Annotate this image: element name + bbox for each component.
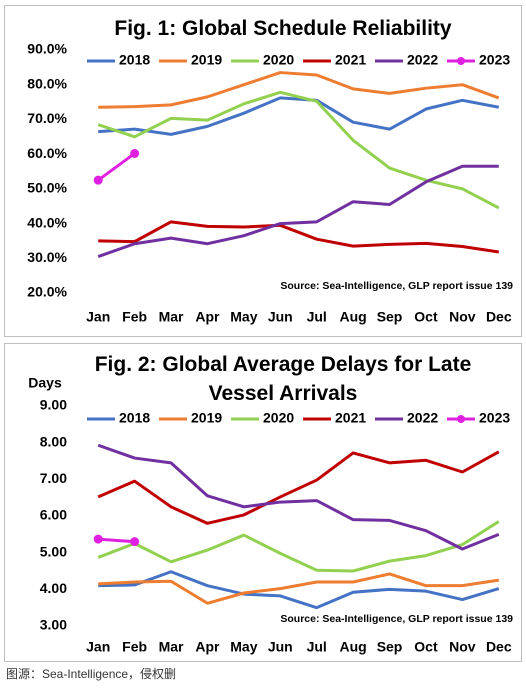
y-tick-label: 4.00 <box>40 580 67 596</box>
legend-label: 2020 <box>263 410 294 426</box>
legend-label: 2021 <box>335 52 366 68</box>
x-tick-label: Jun <box>268 639 293 655</box>
chart-panel: 3.00 4.00 5.00 6.00 7.00 8.00 9.00 Days Jan Feb Ma… <box>4 343 522 662</box>
y-tick-label: 7.00 <box>40 470 67 486</box>
annotation: Source: Sea-Intelligence, GLP report iss… <box>280 613 513 625</box>
y-tick-label: 80.0% <box>27 75 67 91</box>
x-tick-label: Jul <box>307 639 327 655</box>
series-marker <box>93 534 103 544</box>
x-tick-label: Oct <box>414 309 438 325</box>
x-tick-label: Oct <box>414 639 438 655</box>
series-line <box>98 71 500 109</box>
legend-marker <box>457 57 465 65</box>
x-tick-label: Feb <box>122 639 147 655</box>
x-tick-label: Aug <box>340 639 367 655</box>
legend-label: 2023 <box>479 410 510 426</box>
x-tick-label: Jul <box>307 309 327 325</box>
series-line <box>97 443 500 551</box>
chart: 3.00 4.00 5.00 6.00 7.00 8.00 9.00 Days Jan Feb Ma… <box>28 375 513 655</box>
x-tick-label: Aug <box>340 309 367 325</box>
series-line <box>97 164 499 258</box>
y-axis-label: Days <box>28 375 62 391</box>
y-tick-label: 30.0% <box>27 249 67 265</box>
x-tick-label: Apr <box>195 309 220 325</box>
y-tick-label: 6.00 <box>40 507 67 523</box>
series-marker <box>93 175 103 185</box>
chart-panel: 20.0% 30.0% 40.0% 50.0% 60.0% 70.0% 80.0% 90.0%… <box>4 5 522 337</box>
x-tick-label: May <box>230 309 257 325</box>
y-tick-label: 70.0% <box>27 110 67 126</box>
x-tick-label: Dec <box>486 639 512 655</box>
legend-label: 2018 <box>119 52 150 68</box>
series-line <box>98 570 500 610</box>
series-line <box>97 152 136 182</box>
legend-label: 2021 <box>335 410 366 426</box>
series-line <box>98 220 500 254</box>
series-line <box>98 96 500 136</box>
x-tick-label: Jan <box>86 639 110 655</box>
x-tick-label: May <box>230 639 257 655</box>
series-marker <box>130 537 140 547</box>
y-tick-label: 3.00 <box>40 617 67 633</box>
legend-label: 2019 <box>191 410 222 426</box>
series-marker <box>130 148 140 158</box>
y-tick-label: 8.00 <box>40 433 67 449</box>
y-tick-label: 40.0% <box>27 214 67 230</box>
y-tick-label: 20.0% <box>27 284 67 300</box>
x-tick-label: Nov <box>449 309 476 325</box>
legend-label: 2022 <box>407 410 438 426</box>
chart: 20.0% 30.0% 40.0% 50.0% 60.0% 70.0% 80.0% 90.0%… <box>27 41 513 325</box>
series-line <box>98 572 500 605</box>
series-line <box>97 520 500 573</box>
legend-label: 2019 <box>191 52 222 68</box>
y-tick-label: 60.0% <box>27 145 67 161</box>
series-line <box>97 450 500 525</box>
y-tick-label: 9.00 <box>40 397 67 413</box>
x-tick-label: Feb <box>122 309 147 325</box>
series-line <box>97 90 500 210</box>
annotation: Source: Sea-Intelligence, GLP report iss… <box>280 280 513 292</box>
chart-title: Fig. 2: Global Average Delays for Late V… <box>94 353 472 405</box>
x-tick-label: Jan <box>86 309 110 325</box>
x-tick-label: Dec <box>486 309 512 325</box>
series-line <box>98 537 135 544</box>
chart-title: Fig. 1: Global Schedule Reliability <box>114 17 452 40</box>
x-tick-label: Mar <box>159 639 184 655</box>
y-tick-label: 50.0% <box>27 180 67 196</box>
legend-label: 2023 <box>479 52 510 68</box>
legend-label: 2022 <box>407 52 438 68</box>
x-tick-label: Jun <box>268 309 293 325</box>
y-tick-label: 5.00 <box>40 543 67 559</box>
x-tick-label: Apr <box>195 639 220 655</box>
x-tick-label: Nov <box>449 639 476 655</box>
x-tick-label: Sep <box>377 309 403 325</box>
y-tick-label: 90.0% <box>27 41 67 57</box>
legend-marker <box>457 415 465 423</box>
caption: 图源：Sea-Intelligence，侵权删 <box>6 667 177 681</box>
legend-label: 2018 <box>119 410 150 426</box>
x-tick-label: Sep <box>377 639 403 655</box>
legend-label: 2020 <box>263 52 294 68</box>
x-tick-label: Mar <box>159 309 184 325</box>
